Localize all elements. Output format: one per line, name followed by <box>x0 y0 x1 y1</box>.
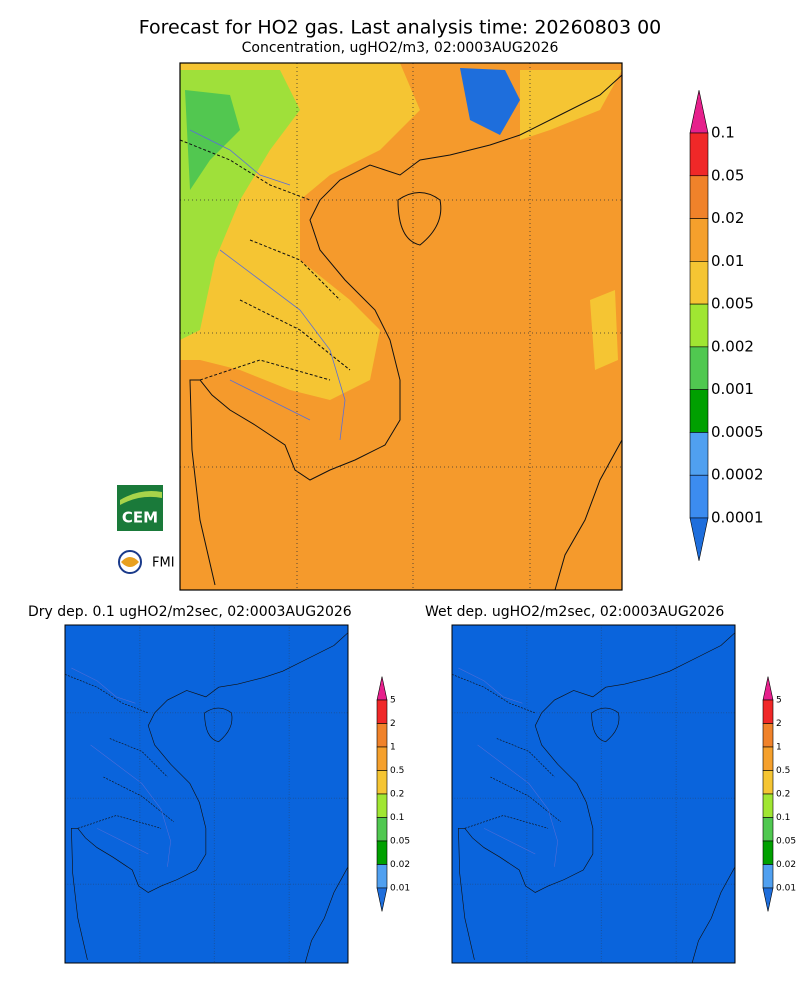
colorbar-top <box>689 90 709 134</box>
colorbar-label: 0.0005 <box>711 423 764 441</box>
colorbar-segment <box>376 746 388 771</box>
colorbar-segment <box>689 261 709 305</box>
colorbar-bottom <box>689 517 709 561</box>
colorbar-label: 0.02 <box>711 209 744 227</box>
colorbar-segment <box>689 132 709 177</box>
land-field-dark <box>185 90 240 190</box>
colorbar-label: 0.02 <box>390 860 410 870</box>
colorbar-segment <box>376 793 388 818</box>
colorbar-segment <box>376 817 388 842</box>
colorbar-label: 0.01 <box>711 252 744 270</box>
colorbar-segment <box>689 346 709 390</box>
wet-map <box>451 624 736 964</box>
lake-blob <box>460 68 520 135</box>
map-frame <box>64 624 349 964</box>
colorbar-segment <box>689 389 709 433</box>
panel-title: Dry dep. 0.1 ugHO2/m2sec, 02:0003AUG2026 <box>28 604 352 620</box>
sea-field <box>590 290 618 370</box>
colorbar-label: 0.05 <box>390 837 410 847</box>
colorbar-label: 0.05 <box>776 837 796 847</box>
colorbar-label: 1 <box>390 743 396 753</box>
colorbar-segment <box>376 699 388 724</box>
colorbar-label: 0.0002 <box>711 466 764 484</box>
panel-title: Wet dep. ugHO2/m2sec, 02:0003AUG2026 <box>425 604 724 620</box>
colorbar-top <box>376 676 388 701</box>
colorbar-segment <box>689 175 709 219</box>
colorbar: 5 2 1 0.5 0.2 0.1 0.05 0.02 0.01 <box>376 676 410 912</box>
dry-map <box>64 624 349 964</box>
colorbar-label: 0.001 <box>711 380 754 398</box>
colorbar-label: 0.5 <box>776 766 790 776</box>
colorbar: 5 2 1 0.5 0.2 0.1 0.05 0.02 0.01 <box>762 676 796 912</box>
colorbar-label: 0.0001 <box>711 509 764 527</box>
colorbar-segment <box>689 474 709 519</box>
colorbar-label: 0.5 <box>390 766 404 776</box>
logo-mark <box>121 557 139 567</box>
colorbar-top <box>762 676 774 701</box>
colorbar-bottom <box>762 887 774 912</box>
colorbar-bottom <box>376 887 388 912</box>
colorbar-segment <box>376 770 388 795</box>
logo-circle <box>118 550 142 574</box>
colorbar-segment <box>762 770 774 795</box>
map-frame <box>179 62 623 591</box>
logo-swoosh <box>120 491 162 505</box>
colorbar-segment <box>762 723 774 748</box>
colorbar-segment <box>376 864 388 889</box>
colorbar-segment <box>762 699 774 724</box>
colorbar-label: 5 <box>390 696 396 706</box>
colorbar-label: 2 <box>776 719 782 729</box>
map-frame <box>451 624 736 964</box>
colorbar-segment <box>689 432 709 476</box>
colorbar-segment <box>689 218 709 262</box>
colorbar-label: 0.05 <box>711 166 744 184</box>
colorbar-label: 1 <box>776 743 782 753</box>
colorbar-label: 0.1 <box>390 813 404 823</box>
colorbar-label: 5 <box>776 696 782 706</box>
logo-text: FMI <box>152 556 175 571</box>
colorbar-label: 2 <box>390 719 396 729</box>
subtitle: Concentration, ugHO2/m3, 02:0003AUG2026 <box>242 40 559 56</box>
colorbar-label: 0.1 <box>711 124 735 142</box>
colorbar-label: 0.005 <box>711 295 754 313</box>
map-field <box>65 625 348 963</box>
colorbar-segment <box>689 303 709 348</box>
title: Forecast for HO2 gas. Last analysis time… <box>139 17 662 39</box>
colorbar-label: 0.2 <box>390 790 404 800</box>
colorbar-segment <box>762 840 774 865</box>
colorbar-label: 0.002 <box>711 337 754 355</box>
colorbar-segment <box>376 840 388 865</box>
colorbar-label: 0.1 <box>776 813 790 823</box>
colorbar-segment <box>762 817 774 842</box>
colorbar-label: 0.02 <box>776 860 796 870</box>
map-field <box>452 625 735 963</box>
colorbar: 0.1 0.05 0.02 0.01 0.005 0.002 0.001 0.0005 0.00… <box>689 90 764 561</box>
fmi-logo: FMI <box>118 550 175 574</box>
cem-logo: CEM <box>117 485 163 531</box>
colorbar-label: 0.01 <box>776 884 796 894</box>
colorbar-segment <box>376 723 388 748</box>
colorbar-label: 0.2 <box>776 790 790 800</box>
logo-text: CEM <box>122 509 158 527</box>
colorbar-label: 0.01 <box>390 884 410 894</box>
main-map <box>179 62 623 591</box>
colorbar-segment <box>762 746 774 771</box>
colorbar-segment <box>762 793 774 818</box>
colorbar-segment <box>762 864 774 889</box>
